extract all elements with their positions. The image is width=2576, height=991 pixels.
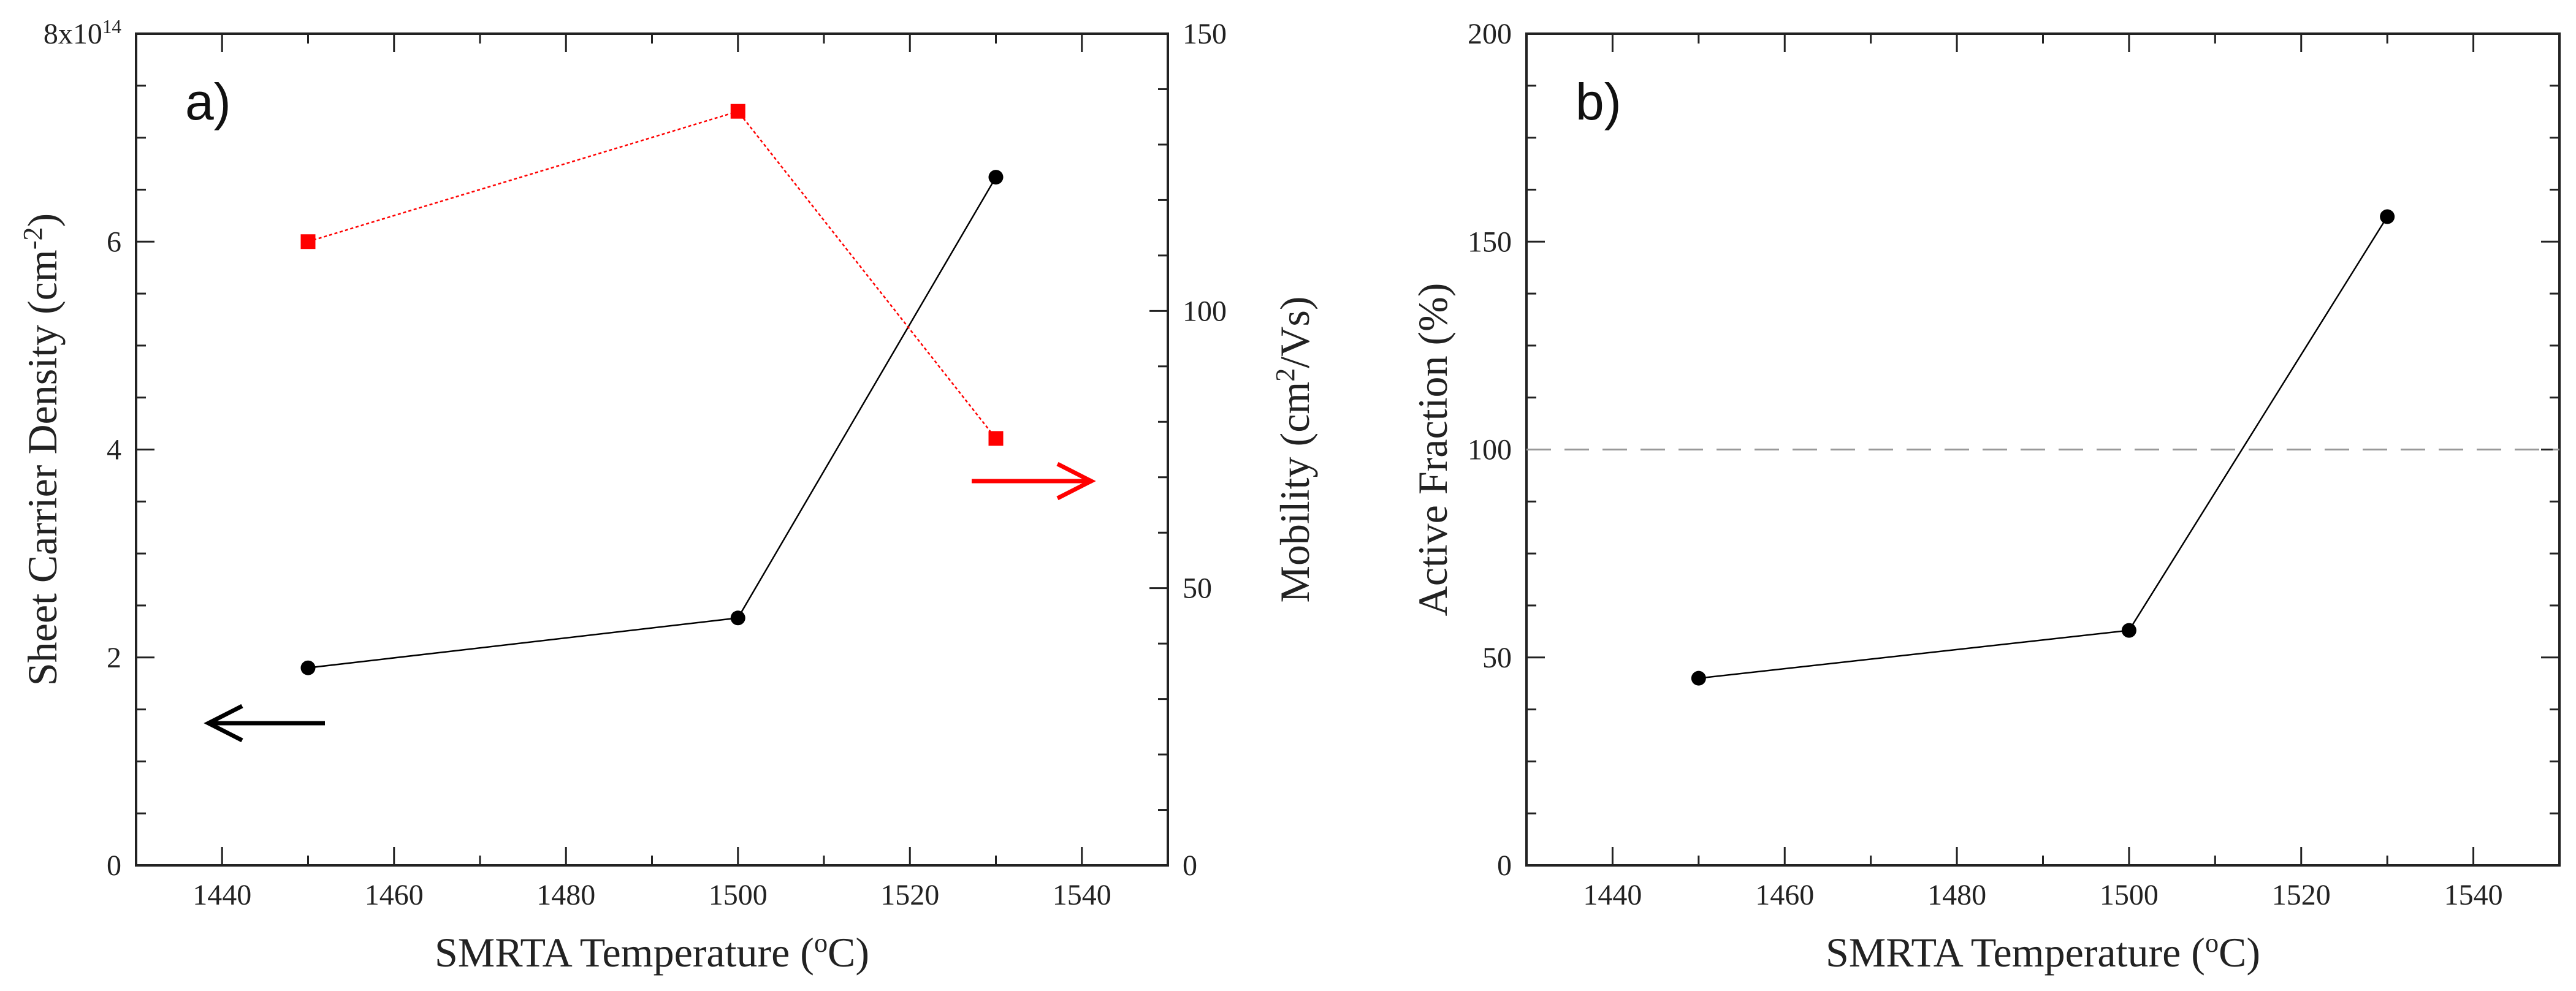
y-tick-label-left: 50 xyxy=(1482,642,1512,674)
x-tick-label: 1480 xyxy=(1927,879,1986,911)
x-tick-label: 1440 xyxy=(1583,879,1642,911)
panel-label: b) xyxy=(1576,73,1621,131)
data-point-circle xyxy=(300,660,316,675)
data-point-circle xyxy=(1691,670,1706,686)
data-point-circle xyxy=(2121,623,2136,638)
panel-a-sheet-density-mobility-chart: 1440 1460 1480 1500 1520 1540 0 2 4 6 8x1014 0 50 100… xyxy=(18,16,1319,976)
y-tick-label-left: 4 xyxy=(107,434,121,466)
x-tick-label: 1520 xyxy=(2272,879,2331,911)
x-tick-label: 1500 xyxy=(2100,879,2159,911)
data-point-circle xyxy=(988,170,1004,185)
y-tick-label-left-top: 8x1014 xyxy=(44,16,122,51)
panel-label: a) xyxy=(185,73,231,131)
y-tick-label-left: 2 xyxy=(107,642,121,674)
y-tick-label-right: 0 xyxy=(1183,849,1197,882)
x-tick-label: 1540 xyxy=(2444,879,2503,911)
x-tick-label: 1500 xyxy=(709,879,768,911)
y-tick-label-right: 100 xyxy=(1183,295,1227,327)
y-axis-title-left: Active Fraction (%) xyxy=(1409,283,1456,617)
left-axis-arrow-head xyxy=(204,704,243,743)
right-axis-arrow-head xyxy=(1056,461,1096,501)
x-tick-label: 1440 xyxy=(192,879,251,911)
plot-frame xyxy=(135,32,1169,867)
x-tick-label: 1520 xyxy=(880,879,939,911)
x-axis-title: SMRTA Temperature (oC) xyxy=(1826,928,2260,976)
panel-b-active-fraction-chart: 1440 1460 1480 1500 1520 1540 0 50 100 150 200 SMRT… xyxy=(1409,18,2561,976)
y-tick-label-right: 50 xyxy=(1183,572,1212,605)
data-point-square xyxy=(300,234,316,249)
y-tick-label-left: 6 xyxy=(107,226,121,258)
x-tick-label: 1480 xyxy=(536,879,595,911)
x-tick-label: 1540 xyxy=(1053,879,1111,911)
y-axis-title-right: Mobility (cm2/Vs) xyxy=(1270,297,1319,603)
x-axis-title: SMRTA Temperature (oC) xyxy=(435,928,869,976)
y-axis-title-left: Sheet Carrier Density (cm-2) xyxy=(18,213,66,686)
data-point-square xyxy=(730,104,745,119)
y-tick-label-left: 200 xyxy=(1468,18,1512,50)
data-point-circle xyxy=(730,610,745,626)
series-line-0 xyxy=(308,177,997,669)
y-tick-label-left: 100 xyxy=(1468,434,1512,466)
series-line-0 xyxy=(1698,216,2388,679)
x-tick-label: 1460 xyxy=(365,879,424,911)
y-tick-label-left: 0 xyxy=(1497,849,1512,882)
y-tick-label-left: 0 xyxy=(107,849,121,882)
x-tick-label: 1460 xyxy=(1755,879,1814,911)
data-point-square xyxy=(988,431,1004,446)
data-point-circle xyxy=(2380,209,2395,224)
y-tick-label-right: 150 xyxy=(1183,18,1227,50)
y-tick-label-left: 150 xyxy=(1468,226,1512,258)
series-line-1 xyxy=(308,110,997,439)
